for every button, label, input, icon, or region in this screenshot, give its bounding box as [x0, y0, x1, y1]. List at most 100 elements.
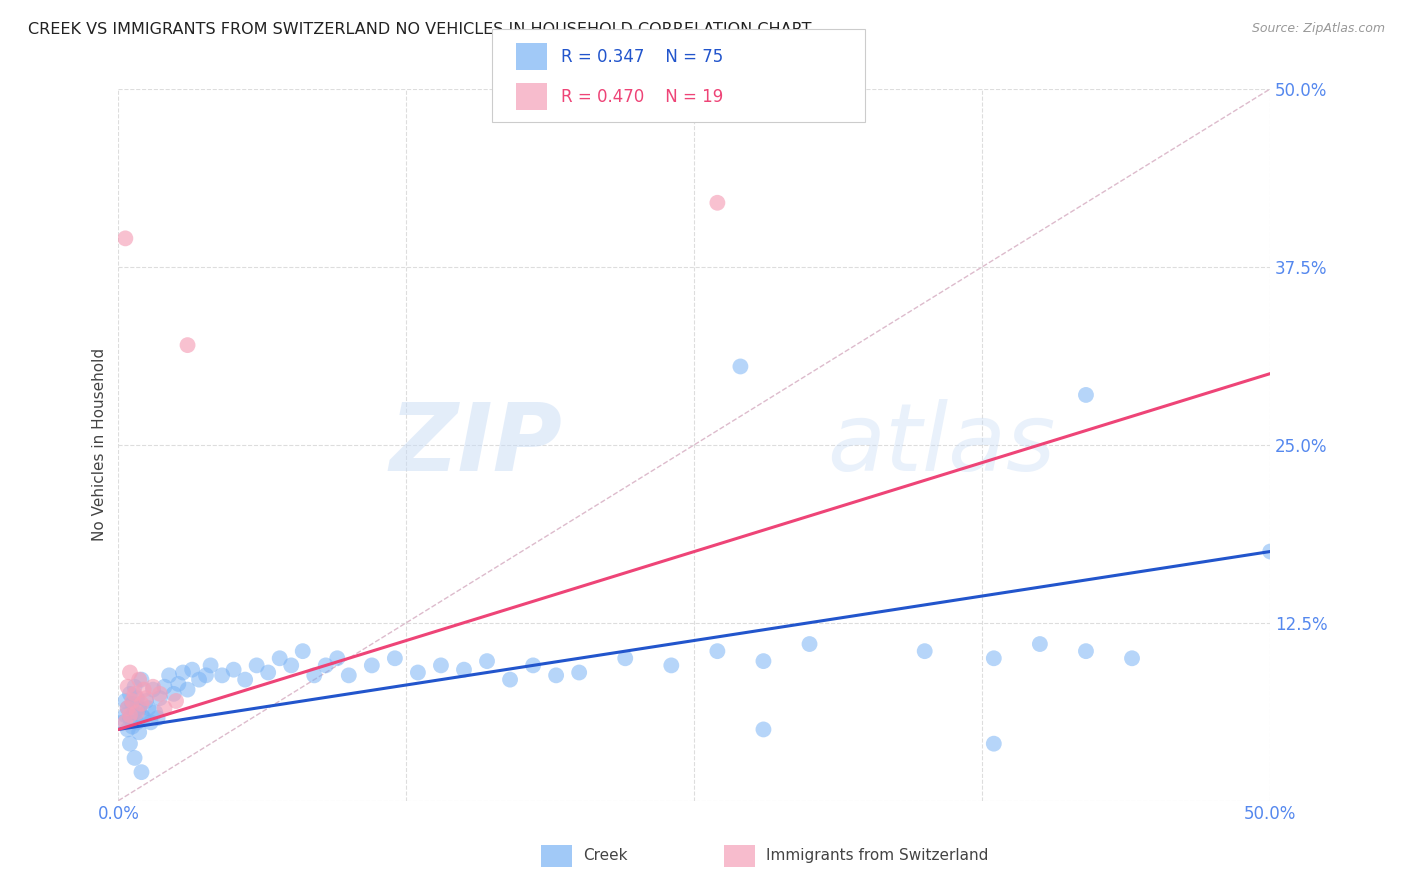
Text: ZIP: ZIP [389, 399, 562, 491]
Point [114, 715, 136, 730]
Point [326, 651, 349, 665]
Point [163, 687, 186, 701]
Point [128, 673, 150, 687]
Point [172, 665, 194, 680]
Text: R = 0.470    N = 19: R = 0.470 N = 19 [561, 87, 723, 105]
Point [257, 665, 280, 680]
Point [112, 715, 135, 730]
Point [114, 231, 136, 245]
Point [149, 687, 172, 701]
Point [1029, 637, 1052, 651]
Point [121, 694, 143, 708]
Y-axis label: No Vehicles in Household: No Vehicles in Household [93, 348, 107, 541]
Point [157, 668, 180, 682]
Point [430, 658, 453, 673]
Point [128, 701, 150, 715]
Text: Creek: Creek [583, 848, 628, 863]
Point [117, 723, 139, 737]
Point [914, 644, 936, 658]
Point [118, 737, 141, 751]
Point [752, 723, 775, 737]
Point [124, 687, 146, 701]
Point [659, 658, 682, 673]
Point [360, 658, 382, 673]
Point [117, 701, 139, 715]
Point [983, 737, 1005, 751]
Point [211, 668, 233, 682]
Point [1074, 644, 1097, 658]
Point [131, 708, 153, 723]
Point [121, 720, 143, 734]
Point [125, 706, 148, 720]
Text: R = 0.347    N = 75: R = 0.347 N = 75 [561, 48, 723, 66]
Point [118, 687, 141, 701]
Point [135, 694, 157, 708]
Point [522, 658, 544, 673]
Point [453, 663, 475, 677]
Point [706, 644, 728, 658]
Point [118, 708, 141, 723]
Point [730, 359, 752, 374]
Point [475, 654, 498, 668]
Point [131, 765, 153, 780]
Point [406, 665, 429, 680]
Point [138, 701, 160, 715]
Point [153, 680, 176, 694]
Point [131, 697, 153, 711]
Point [983, 651, 1005, 665]
Point [118, 711, 141, 725]
Point [124, 706, 146, 720]
Point [135, 691, 157, 706]
Point [142, 682, 165, 697]
Point [1121, 651, 1143, 665]
Point [222, 663, 245, 677]
Text: CREEK VS IMMIGRANTS FROM SWITZERLAND NO VEHICLES IN HOUSEHOLD CORRELATION CHART: CREEK VS IMMIGRANTS FROM SWITZERLAND NO … [28, 22, 811, 37]
Point [176, 682, 198, 697]
Point [188, 673, 211, 687]
Point [706, 195, 728, 210]
Point [124, 680, 146, 694]
Point [121, 697, 143, 711]
Point [167, 677, 190, 691]
Point [384, 651, 406, 665]
Point [568, 665, 591, 680]
Point [752, 654, 775, 668]
Point [1074, 388, 1097, 402]
Point [118, 665, 141, 680]
Point [1258, 544, 1281, 558]
Point [132, 682, 155, 697]
Text: atlas: atlas [827, 400, 1054, 491]
Point [799, 637, 821, 651]
Point [146, 711, 169, 725]
Point [176, 338, 198, 352]
Point [125, 715, 148, 730]
Point [499, 673, 522, 687]
Point [132, 711, 155, 725]
Point [125, 691, 148, 706]
Point [128, 725, 150, 739]
Point [124, 751, 146, 765]
Point [194, 668, 217, 682]
Point [181, 663, 204, 677]
Point [614, 651, 637, 665]
Point [153, 701, 176, 715]
Point [200, 658, 222, 673]
Point [131, 673, 153, 687]
Point [114, 694, 136, 708]
Text: Immigrants from Switzerland: Immigrants from Switzerland [766, 848, 988, 863]
Point [114, 708, 136, 723]
Point [117, 680, 139, 694]
Point [291, 644, 314, 658]
Point [246, 658, 269, 673]
Point [149, 691, 172, 706]
Point [280, 658, 302, 673]
Point [233, 673, 256, 687]
Point [269, 651, 291, 665]
Point [139, 715, 162, 730]
Point [142, 680, 165, 694]
Point [165, 694, 187, 708]
Point [117, 701, 139, 715]
Point [304, 668, 326, 682]
Point [315, 658, 337, 673]
Point [546, 668, 568, 682]
